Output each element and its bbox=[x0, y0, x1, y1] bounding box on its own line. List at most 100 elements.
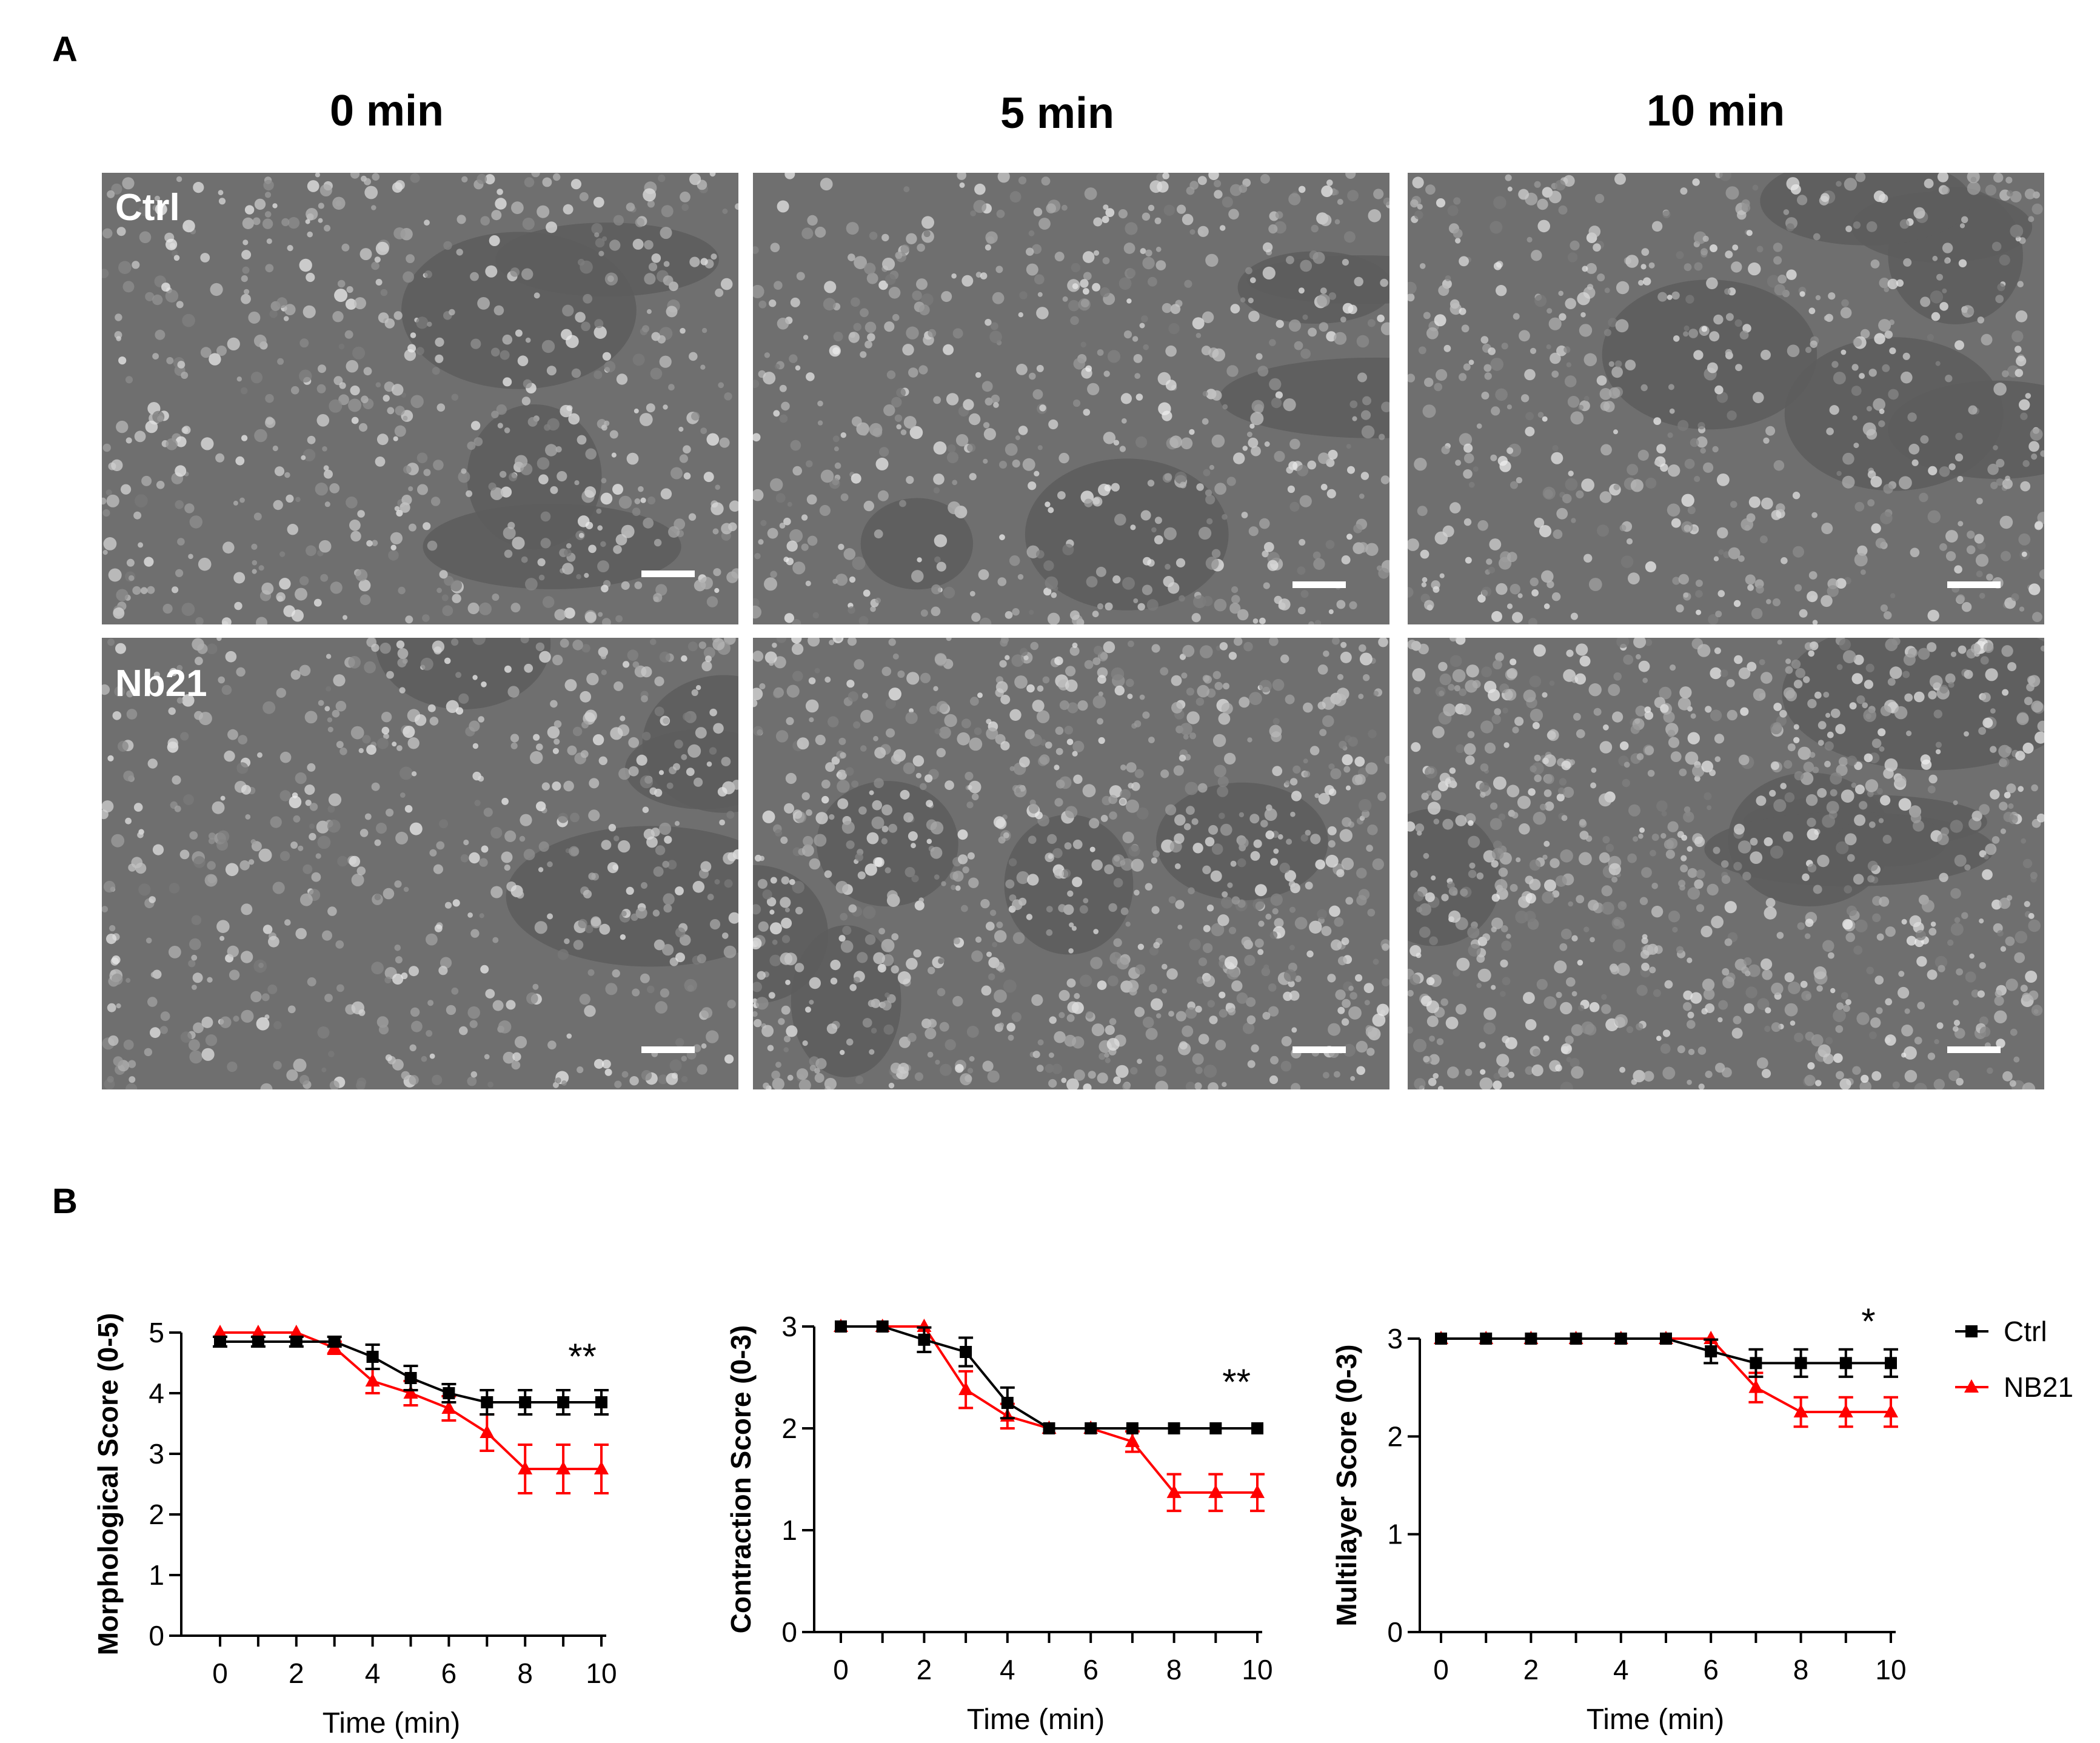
cell-mark bbox=[726, 811, 735, 819]
cell-mark bbox=[874, 529, 883, 539]
cell-mark bbox=[327, 906, 337, 916]
cell-mark bbox=[176, 697, 184, 704]
cell-mark bbox=[1009, 191, 1022, 203]
cell-mark bbox=[1836, 578, 1847, 589]
cell-mark bbox=[1068, 299, 1080, 312]
cell-mark bbox=[375, 241, 389, 255]
cell-mark bbox=[504, 830, 517, 842]
cell-mark bbox=[1135, 436, 1148, 448]
cell-mark bbox=[521, 556, 528, 563]
cell-mark bbox=[1506, 447, 1514, 454]
cell-mark bbox=[598, 756, 607, 765]
cell-mark bbox=[1513, 313, 1520, 320]
cell-mark bbox=[1628, 572, 1640, 584]
cell-mark bbox=[1955, 453, 1964, 462]
cell-mark bbox=[403, 465, 412, 474]
cell-mark bbox=[763, 372, 776, 385]
cell-mark bbox=[1899, 476, 1912, 490]
cell-mark bbox=[1048, 419, 1058, 430]
cell-mark bbox=[1269, 378, 1282, 390]
cell-mark bbox=[1011, 1012, 1022, 1022]
cell-mark bbox=[395, 831, 409, 845]
cell-mark bbox=[1286, 256, 1294, 264]
y-tick-label: 2 bbox=[781, 1413, 797, 1444]
cell-mark bbox=[918, 304, 930, 316]
cell-mark bbox=[364, 661, 376, 674]
y-tick-label: 1 bbox=[781, 1514, 797, 1546]
cell-mark bbox=[1256, 353, 1263, 360]
cell-mark bbox=[982, 1060, 994, 1072]
cell-mark bbox=[501, 851, 513, 863]
micrograph-texture bbox=[1408, 173, 2044, 624]
cell-mark bbox=[1719, 173, 1731, 181]
cell-mark bbox=[1813, 233, 1821, 241]
cell-mark bbox=[198, 712, 212, 726]
cell-mark bbox=[792, 466, 802, 476]
cell-mark bbox=[796, 272, 805, 281]
cell-mark bbox=[564, 679, 577, 692]
cell-mark bbox=[951, 273, 957, 279]
cell-mark bbox=[1747, 584, 1754, 591]
cell-mark bbox=[1948, 463, 1956, 470]
cell-mark bbox=[474, 800, 481, 806]
cell-mark bbox=[985, 244, 991, 251]
cell-mark bbox=[643, 188, 656, 202]
cell-mark bbox=[647, 985, 655, 994]
cell-mark bbox=[532, 983, 539, 990]
cell-mark bbox=[650, 828, 660, 837]
cell-mark bbox=[959, 182, 965, 188]
cell-mark bbox=[1029, 372, 1036, 380]
cell-mark bbox=[115, 643, 126, 654]
cell-gap bbox=[1760, 173, 1971, 246]
cell-mark bbox=[132, 586, 141, 595]
cell-mark bbox=[1812, 620, 1818, 624]
cell-mark bbox=[1878, 420, 1885, 427]
cell-mark bbox=[383, 733, 389, 740]
cell-mark bbox=[783, 517, 791, 526]
cell-mark bbox=[386, 671, 394, 679]
cell-mark bbox=[266, 417, 274, 425]
cell-mark bbox=[613, 215, 624, 226]
cell-mark bbox=[519, 835, 526, 842]
cell-mark bbox=[252, 560, 258, 566]
cell-mark bbox=[863, 500, 874, 512]
cell-mark bbox=[541, 782, 550, 791]
micrograph-ctrl-0min: Ctrl bbox=[102, 173, 738, 624]
cell-mark bbox=[1278, 602, 1286, 610]
cell-mark bbox=[1132, 336, 1139, 342]
cell-mark bbox=[848, 606, 855, 614]
cell-mark bbox=[108, 1035, 119, 1046]
cell-mark bbox=[1519, 330, 1530, 342]
cell-mark bbox=[1506, 404, 1512, 410]
cell-mark bbox=[1345, 785, 1351, 791]
cell-mark bbox=[1543, 489, 1553, 499]
cell-mark bbox=[133, 803, 143, 812]
y-tick-label: 3 bbox=[781, 1311, 797, 1342]
cell-mark bbox=[1105, 208, 1115, 217]
cell-mark bbox=[295, 497, 301, 503]
cell-mark bbox=[659, 355, 672, 368]
cell-mark bbox=[150, 971, 157, 978]
cell-mark bbox=[516, 891, 524, 899]
cell-mark bbox=[706, 1030, 719, 1043]
cell-mark bbox=[832, 435, 840, 443]
cell-mark bbox=[1496, 583, 1508, 595]
cell-mark bbox=[719, 819, 725, 826]
cell-mark bbox=[1005, 611, 1013, 619]
cell-mark bbox=[427, 321, 432, 327]
cell-mark bbox=[1018, 426, 1028, 435]
significance-annotation: * bbox=[1861, 1301, 1875, 1342]
cell-mark bbox=[1836, 470, 1842, 477]
cell-mark bbox=[451, 393, 458, 401]
cell-mark bbox=[1436, 369, 1448, 381]
x-tick-label: 6 bbox=[1703, 1654, 1719, 1685]
cell-mark bbox=[318, 700, 324, 706]
cell-mark bbox=[1831, 361, 1839, 368]
cell-mark bbox=[727, 852, 737, 861]
cell-mark bbox=[770, 570, 777, 578]
cell-mark bbox=[609, 239, 621, 251]
cell-mark bbox=[206, 643, 218, 655]
cell-mark bbox=[306, 545, 316, 557]
cell-mark bbox=[1141, 315, 1148, 323]
cell-mark bbox=[1321, 926, 1332, 936]
